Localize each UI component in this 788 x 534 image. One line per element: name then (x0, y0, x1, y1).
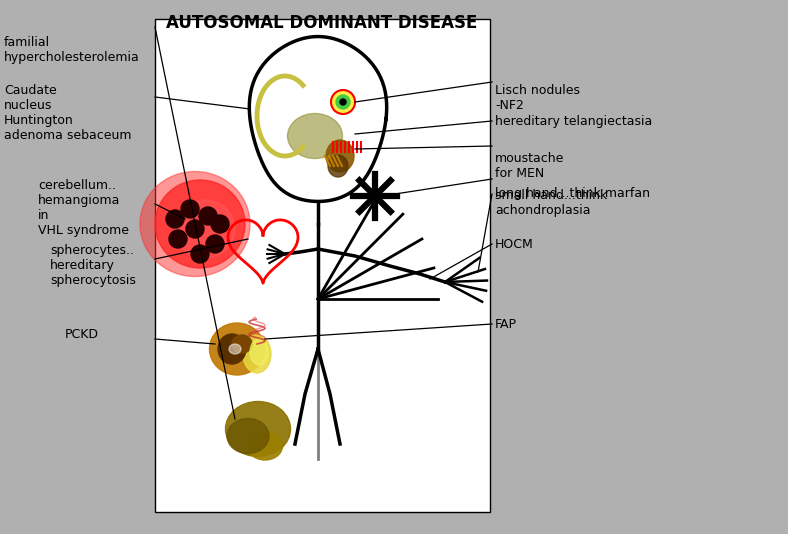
Text: PCKD: PCKD (65, 327, 99, 341)
Text: moustache
for MEN: moustache for MEN (495, 152, 564, 180)
Ellipse shape (243, 335, 271, 373)
Circle shape (181, 200, 199, 218)
Text: hereditary telangiectasia: hereditary telangiectasia (495, 114, 652, 128)
Text: Lisch nodules
-NF2: Lisch nodules -NF2 (495, 84, 580, 112)
Ellipse shape (218, 334, 246, 364)
Ellipse shape (229, 344, 241, 354)
Ellipse shape (227, 419, 269, 453)
Ellipse shape (175, 200, 235, 258)
Text: long hand...think marfan: long hand...think marfan (495, 187, 650, 200)
Text: HOCM: HOCM (495, 238, 533, 250)
Text: AUTOSOMAL DOMINANT DISEASE: AUTOSOMAL DOMINANT DISEASE (166, 14, 478, 32)
Bar (155, 19, 490, 512)
Ellipse shape (328, 155, 348, 177)
Circle shape (211, 215, 229, 233)
Circle shape (199, 207, 217, 225)
Text: familial
hypercholesterolemia: familial hypercholesterolemia (4, 36, 139, 64)
Ellipse shape (288, 114, 343, 159)
Circle shape (169, 230, 187, 248)
Ellipse shape (140, 171, 250, 277)
Circle shape (340, 99, 346, 105)
Text: spherocytes..
hereditary
spherocytosis: spherocytes.. hereditary spherocytosis (50, 244, 136, 287)
Text: small hand...think
achondroplasia: small hand...think achondroplasia (495, 189, 608, 217)
Polygon shape (249, 36, 387, 201)
Ellipse shape (225, 402, 291, 457)
Ellipse shape (210, 323, 265, 375)
Text: cerebellum..
hemangioma
in
VHL syndrome: cerebellum.. hemangioma in VHL syndrome (38, 179, 129, 237)
Text: FAP: FAP (495, 318, 517, 331)
Ellipse shape (232, 335, 252, 353)
Circle shape (186, 220, 204, 238)
Circle shape (166, 210, 184, 228)
Circle shape (191, 245, 209, 263)
Ellipse shape (247, 432, 283, 460)
Circle shape (331, 90, 355, 114)
Text: Caudate
nucleus
Huntington
adenoma sebaceum: Caudate nucleus Huntington adenoma sebac… (4, 84, 132, 142)
Ellipse shape (250, 339, 268, 365)
Ellipse shape (155, 180, 245, 268)
Circle shape (206, 235, 224, 253)
Ellipse shape (326, 140, 354, 172)
Circle shape (336, 95, 350, 109)
